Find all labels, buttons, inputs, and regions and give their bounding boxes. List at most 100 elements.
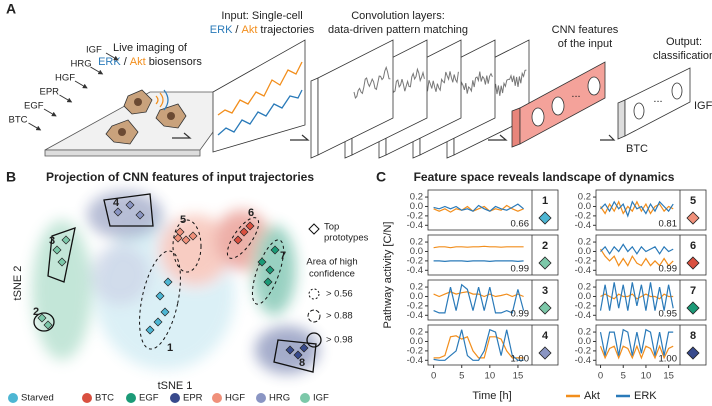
prototype-marker (155, 291, 165, 301)
prototype-marker (188, 231, 198, 241)
cnn-title: CNN features (552, 24, 619, 36)
nucleus (118, 128, 126, 136)
x-tick-label: 0 (598, 371, 603, 382)
panel-c: C Feature space reveals landscape of dyn… (376, 169, 707, 402)
output-subtitle: classification (653, 50, 712, 62)
legend-label: ERK (634, 390, 657, 402)
slab-side (310, 77, 319, 159)
y-tick-label: -0.4 (575, 310, 591, 321)
legend-swatch (300, 393, 310, 403)
cluster-label: 4 (113, 197, 120, 209)
cluster-label: 7 (280, 250, 286, 262)
stimulus-arrow (90, 66, 104, 75)
y-tick-label: 0.2 (578, 327, 591, 338)
density (87, 191, 163, 239)
prototype-marker (43, 320, 53, 330)
chart-frame (595, 279, 707, 321)
feature-node (587, 76, 601, 96)
prototype-number: 2 (542, 240, 548, 252)
legend-label: > 0.88 (326, 311, 353, 322)
y-tick-label: 0.0 (578, 201, 591, 212)
small-chart: 0.20.0-0.2-0.4 0.95 7 (575, 279, 707, 321)
small-chart: 0.20.0-0.2-0.4 0 5 10 15 1.00 4 (407, 324, 559, 382)
y-tick-label: 0.0 (410, 201, 423, 212)
stimulus-arrow (59, 94, 73, 103)
legend-swatch (8, 393, 18, 403)
output-node (671, 82, 683, 100)
prototype-marker (686, 301, 700, 315)
erk-word: ERK (210, 24, 233, 36)
series-line (599, 328, 674, 356)
flow-arrow (290, 134, 310, 141)
plate-edge (44, 149, 201, 157)
score-label: 0.95 (659, 309, 678, 320)
series-line (433, 291, 524, 298)
y-axis-label: tSNE 2 (12, 266, 24, 301)
y-tick-label: -0.2 (407, 345, 423, 356)
series-line (433, 203, 524, 212)
confidence-area (139, 250, 181, 350)
panel-b: B Projection of CNN features of input tr… (6, 169, 369, 404)
output-node (633, 102, 645, 120)
small-chart: 0.20.0-0.2-0.4 0.81 5 (575, 189, 707, 231)
y-tick-label: -0.2 (407, 210, 423, 221)
class-label: IGF (694, 100, 712, 112)
legend-label: > 0.56 (326, 289, 353, 300)
score-label: 0.99 (511, 309, 530, 320)
stimulus-label: EPR (40, 87, 60, 98)
prototype-marker (270, 245, 280, 255)
erk-trace (217, 89, 303, 136)
panel-title: Projection of CNN features of input traj… (46, 170, 314, 184)
legend-label: EGF (139, 393, 159, 404)
legend-circle (308, 288, 320, 300)
imaging-title: Live imaging of (113, 42, 188, 54)
prototype-number: 6 (690, 240, 696, 252)
y-tick-label: 0.0 (578, 291, 591, 302)
slash: / (235, 24, 239, 36)
erk-word: ERK (98, 56, 121, 68)
y-tick-label: -0.4 (575, 355, 591, 366)
prototype-marker (538, 211, 552, 225)
conv-title: Convolution layers: (351, 10, 445, 22)
series-line (600, 243, 674, 255)
small-chart: 0.20.0-0.2-0.4 0.99 2 (407, 234, 559, 276)
signal-wave (163, 89, 169, 111)
cluster-label: 5 (180, 214, 186, 226)
slab-trace (353, 65, 391, 100)
prototype-marker (239, 227, 249, 237)
y-tick-label: -0.2 (407, 255, 423, 266)
y-tick-label: 0.2 (410, 282, 423, 293)
legend-label: Akt (584, 390, 600, 402)
slab-trace (387, 67, 425, 101)
series-line (433, 328, 524, 361)
imaging-subtitle: ERK / Akt biosensors (98, 56, 202, 68)
prototype-marker (160, 307, 170, 317)
akt-word: Akt (130, 56, 146, 68)
score-label: 0.99 (659, 264, 678, 275)
y-tick-label: 0.0 (410, 246, 423, 257)
prototype-marker (538, 346, 552, 360)
density (32, 220, 92, 360)
feature-node (551, 96, 565, 116)
confidence-area (251, 239, 285, 305)
stimulus-label: IGF (86, 45, 102, 56)
small-chart: 0.20.0-0.2-0.4 0.99 6 (575, 234, 707, 276)
conv-layer (310, 39, 394, 159)
flow-arrow (488, 134, 508, 141)
y-tick-label: -0.4 (575, 265, 591, 276)
conv-layers (310, 39, 530, 159)
ellipsis: ... (571, 88, 580, 100)
y-tick-label: 0.0 (410, 336, 423, 347)
panel-label: B (6, 169, 16, 185)
prototype-marker (265, 265, 275, 275)
panel-a: A Live imaging of ERK / Akt biosensors Inpu… (6, 1, 712, 159)
word: trajectories (260, 24, 314, 36)
cluster-label: 6 (248, 207, 254, 219)
slash: / (124, 56, 128, 68)
stimulus-arrow (105, 52, 119, 61)
cluster-label: 2 (33, 306, 39, 318)
slab-trace (489, 69, 527, 96)
word: biosensors (149, 56, 203, 68)
prototype-marker (245, 221, 255, 231)
